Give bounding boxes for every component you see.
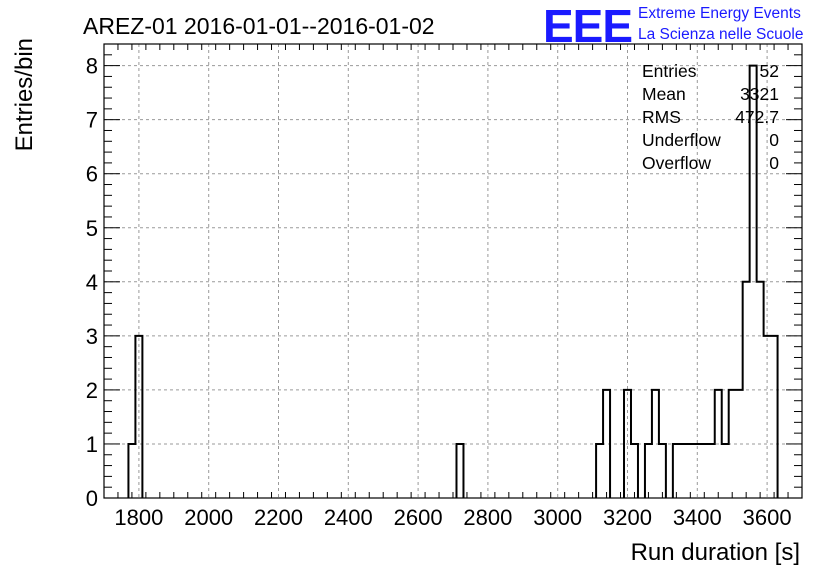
x-tick-label: 2000 — [184, 505, 233, 530]
stats-label: Underflow — [642, 130, 721, 150]
histogram-bin — [687, 444, 694, 498]
stats-value: 472.7 — [735, 107, 779, 127]
eee-logo-line1: Extreme Energy Events — [638, 5, 801, 22]
y-tick-label: 4 — [86, 270, 98, 295]
chart-title: AREZ-01 2016-01-01--2016-01-02 — [83, 13, 435, 39]
histogram-bin — [771, 336, 778, 498]
y-tick-label: 8 — [86, 54, 98, 79]
stats-value: 0 — [769, 153, 779, 173]
y-tick-label: 0 — [86, 486, 98, 511]
x-tick-label: 3200 — [603, 505, 652, 530]
stats-label: Overflow — [642, 153, 711, 173]
x-tick-label: 2800 — [463, 505, 512, 530]
x-tick-label: 2400 — [324, 505, 373, 530]
x-tick-label: 2200 — [254, 505, 303, 530]
stats-label: Entries — [642, 61, 697, 81]
stats-value: 52 — [760, 61, 779, 81]
histogram-bin — [645, 444, 652, 498]
eee-logo-text: EEE — [543, 0, 632, 52]
axes: 1800 2000 2200 2400 2600 2800 3000 3200 3400 3600… — [86, 43, 803, 530]
x-tick-label: 3600 — [743, 505, 792, 530]
x-axis-title: Run duration [s] — [631, 539, 800, 566]
x-tick-label: 1800 — [114, 505, 163, 530]
y-tick-label: 1 — [86, 432, 98, 457]
histogram-bin — [673, 444, 680, 498]
histogram-bin — [659, 444, 666, 498]
y-tick-label: 6 — [86, 162, 98, 187]
y-tick-label: 2 — [86, 378, 98, 403]
y-tick-label: 7 — [86, 108, 98, 133]
y-tick-label: 5 — [86, 216, 98, 241]
eee-logo: EEE Extreme Energy Events La Scienza nel… — [543, 0, 803, 52]
histogram-bin — [722, 444, 729, 498]
histogram-outline — [127, 64, 779, 498]
grid-lines — [104, 44, 802, 498]
x-tick-label: 2600 — [394, 505, 443, 530]
histogram-bin — [708, 444, 715, 498]
eee-logo-line2: La Scienza nelle Scuole — [638, 26, 803, 43]
histogram-bin — [701, 444, 708, 498]
stats-value: 3321 — [740, 84, 779, 104]
stats-box: Entries 52 Mean 3321 RMS 472.7 Underflow 0 Overf… — [642, 61, 779, 173]
histogram-step-line — [127, 64, 779, 498]
histogram-bin — [680, 444, 687, 498]
histogram-bin — [456, 444, 463, 498]
stats-value: 0 — [769, 130, 779, 150]
stats-label: RMS — [642, 107, 681, 127]
x-tick-label: 3000 — [533, 505, 582, 530]
stats-label: Mean — [642, 84, 686, 104]
y-tick-label: 3 — [86, 324, 98, 349]
y-axis-title: Entries/bin — [11, 38, 38, 151]
histogram-bin — [631, 444, 638, 498]
histogram-bin — [128, 444, 135, 498]
histogram-bin — [596, 444, 603, 498]
x-tick-label: 3400 — [673, 505, 722, 530]
